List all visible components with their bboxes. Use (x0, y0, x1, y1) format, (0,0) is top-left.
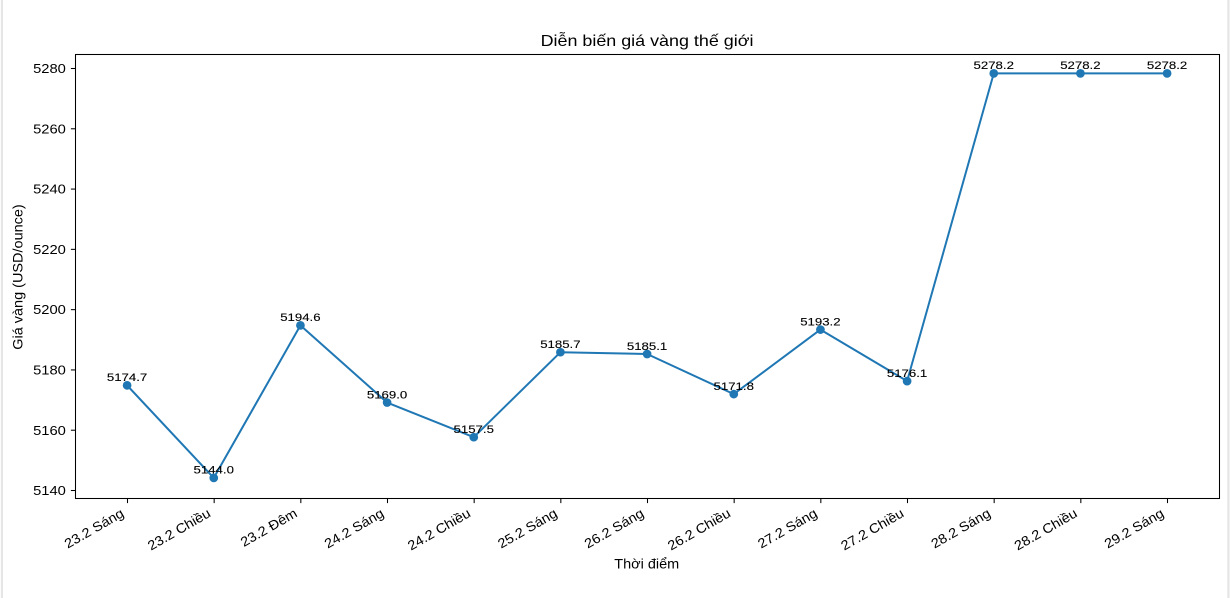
svg-text:Thời điểm: Thời điểm (614, 556, 679, 571)
svg-text:5194.6: 5194.6 (280, 311, 321, 324)
svg-text:5176.1: 5176.1 (887, 367, 928, 380)
svg-text:5160: 5160 (33, 423, 66, 438)
svg-text:5174.7: 5174.7 (107, 371, 148, 384)
svg-text:5260: 5260 (33, 121, 66, 136)
svg-text:5193.2: 5193.2 (800, 315, 841, 328)
svg-text:Diễn biến giá vàng thế giới: Diễn biến giá vàng thế giới (541, 32, 754, 50)
svg-text:5278.2: 5278.2 (1147, 59, 1188, 72)
svg-text:5185.7: 5185.7 (540, 338, 581, 351)
svg-text:5180: 5180 (33, 362, 66, 377)
svg-text:5200: 5200 (33, 302, 66, 317)
svg-text:5171.8: 5171.8 (714, 380, 755, 393)
svg-text:5140: 5140 (33, 483, 66, 498)
svg-text:5220: 5220 (33, 242, 66, 257)
svg-text:5185.1: 5185.1 (627, 340, 668, 353)
svg-text:Giá vàng (USD/ounce): Giá vàng (USD/ounce) (10, 204, 25, 350)
svg-text:5169.0: 5169.0 (367, 388, 408, 401)
svg-text:5240: 5240 (33, 182, 66, 197)
svg-text:5278.2: 5278.2 (1060, 59, 1101, 72)
svg-text:5278.2: 5278.2 (974, 59, 1015, 72)
svg-text:5280: 5280 (33, 61, 66, 76)
svg-text:5157.5: 5157.5 (454, 423, 495, 436)
svg-text:5144.0: 5144.0 (194, 464, 235, 477)
